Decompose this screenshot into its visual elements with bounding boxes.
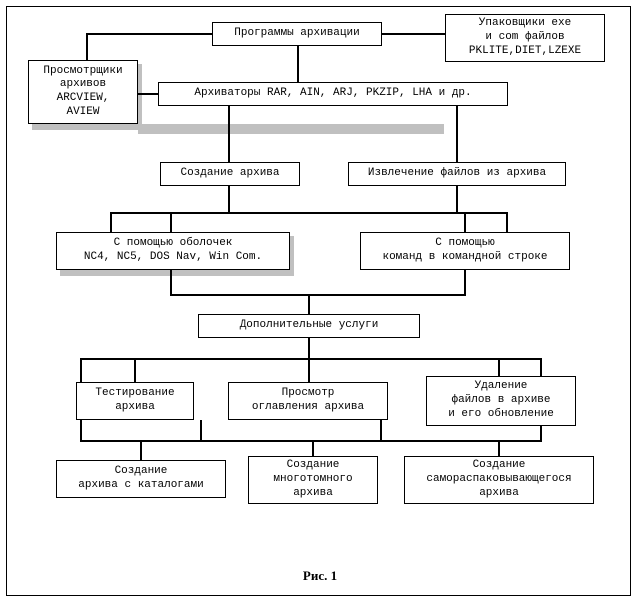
shadow [32, 124, 142, 130]
node-extra-services: Дополнительные услуги [198, 314, 420, 338]
label: Упаковщики exe и com файлов PKLITE,DIET,… [469, 17, 581, 58]
label: Тестирование архива [95, 387, 174, 415]
label: Извлечение файлов из архива [368, 167, 546, 181]
connector [134, 358, 136, 382]
connector [308, 358, 310, 382]
label: Удаление файлов в архиве и его обновлени… [448, 380, 554, 421]
connector [297, 46, 299, 82]
connector [456, 186, 458, 212]
connector [228, 186, 230, 212]
connector [80, 440, 542, 442]
node-extract-files: Извлечение файлов из архива [348, 162, 566, 186]
connector [86, 33, 212, 35]
node-create-multivol: Создание многотомного архива [248, 456, 378, 504]
connector [498, 358, 500, 376]
label: Создание архива с каталогами [78, 465, 203, 493]
connector [498, 440, 500, 456]
connector [464, 212, 466, 232]
label: Создание архива [180, 167, 279, 181]
label: С помощью оболочек NC4, NC5, DOS Nav, Wi… [84, 237, 262, 265]
node-archivers: Архиваторы RAR, AIN, ARJ, PKZIP, LHA и д… [158, 82, 508, 106]
shadow [60, 270, 294, 276]
connector [170, 212, 172, 232]
label: С помощью команд в командной строке [382, 237, 547, 265]
connector [506, 212, 508, 232]
node-create-sfx: Создание самораспаковывающегося архива [404, 456, 594, 504]
connector [456, 106, 458, 162]
node-create-archive: Создание архива [160, 162, 300, 186]
node-viewers: Просмотрщики архивов ARCVIEW, AVIEW [28, 60, 138, 124]
node-delete-update: Удаление файлов в архиве и его обновлени… [426, 376, 576, 426]
shadow [290, 236, 294, 276]
connector [380, 420, 382, 440]
connector [308, 338, 310, 358]
figure-caption: Рис. 1 [290, 568, 350, 584]
connector [308, 294, 310, 314]
connector [170, 294, 466, 296]
shadow [138, 124, 444, 134]
node-via-shells: С помощью оболочек NC4, NC5, DOS Nav, Wi… [56, 232, 290, 270]
label: Программы архивации [234, 27, 359, 41]
node-root: Программы архивации [212, 22, 382, 46]
label: Дополнительные услуги [240, 319, 379, 333]
label: Создание многотомного архива [273, 459, 352, 500]
node-test-archive: Тестирование архива [76, 382, 194, 420]
node-view-contents: Просмотр оглавления архива [228, 382, 388, 420]
caption-text: Рис. 1 [303, 568, 337, 583]
connector [312, 440, 314, 456]
shadow [138, 64, 142, 130]
connector [228, 106, 230, 162]
label: Просмотр оглавления архива [252, 387, 364, 415]
connector [110, 212, 112, 232]
node-via-commandline: С помощью команд в командной строке [360, 232, 570, 270]
connector [170, 270, 172, 294]
label: Создание самораспаковывающегося архива [426, 459, 571, 500]
connector [464, 270, 466, 294]
label: Просмотрщики архивов ARCVIEW, AVIEW [43, 65, 122, 120]
node-create-catalog: Создание архива с каталогами [56, 460, 226, 498]
connector [86, 33, 88, 60]
label: Архиваторы RAR, AIN, ARJ, PKZIP, LHA и д… [194, 87, 471, 101]
node-packers: Упаковщики exe и com файлов PKLITE,DIET,… [445, 14, 605, 62]
connector [200, 420, 202, 440]
connector [140, 440, 142, 460]
connector [80, 358, 540, 360]
connector [138, 93, 158, 95]
connector [382, 33, 445, 35]
